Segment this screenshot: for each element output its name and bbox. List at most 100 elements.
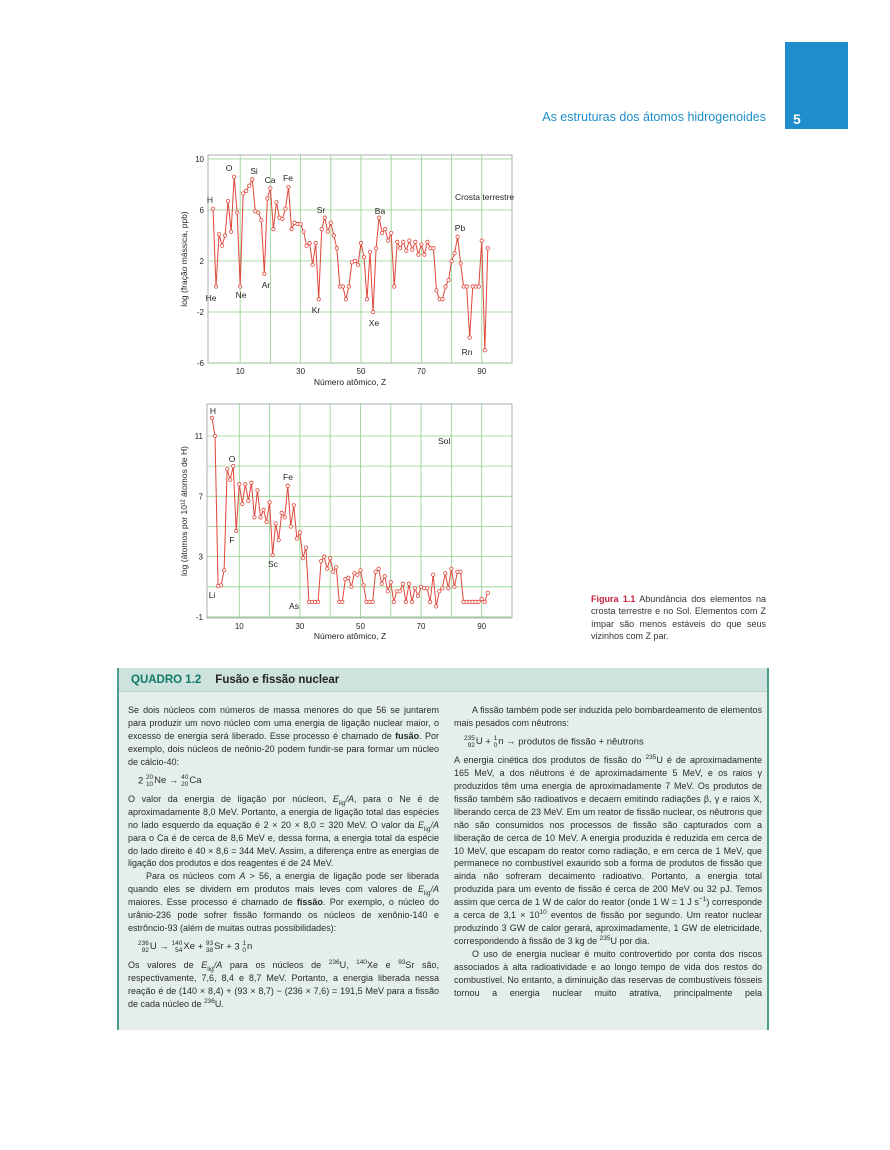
data-point <box>452 251 457 256</box>
data-point <box>482 348 487 353</box>
data-point <box>243 482 248 487</box>
data-point <box>222 568 227 573</box>
atomic-number: 20 <box>181 780 189 788</box>
data-point <box>343 297 348 302</box>
data-point <box>210 206 216 211</box>
element-label: Xe <box>369 318 380 328</box>
data-point <box>352 258 358 264</box>
x-axis-title: Número atômico, Z <box>314 631 386 641</box>
data-point <box>258 515 263 520</box>
page-number: 5 <box>793 111 801 127</box>
data-point <box>431 246 436 251</box>
data-point <box>264 519 269 525</box>
nuclide: 235 92 U <box>464 734 483 749</box>
data-point <box>406 581 412 586</box>
text-run: + <box>482 736 494 748</box>
superscript: 235 <box>645 754 657 762</box>
paragraph: A fissão também pode ser induzida pelo b… <box>454 704 762 730</box>
italic-symbol: /A <box>213 960 223 971</box>
atomic-number: 0 <box>493 741 498 749</box>
mass-number: 236 <box>138 939 149 947</box>
data-point <box>428 599 433 604</box>
element-label: Si <box>250 166 258 176</box>
text-run: maiores. Esse processo é chamado de <box>128 897 297 908</box>
data-point <box>300 556 306 561</box>
data-point <box>216 232 222 237</box>
y-tick-label: -1 <box>196 613 204 622</box>
data-point <box>313 241 318 246</box>
data-point <box>270 553 275 558</box>
data-point <box>376 566 381 571</box>
data-point <box>288 524 293 529</box>
box-right-column: A fissão também pode ser induzida pelo b… <box>454 704 762 999</box>
data-point <box>440 586 445 591</box>
paragraph: Os valores de Elig/A para os núcleos de … <box>128 959 439 1011</box>
superscript: 93 <box>398 959 406 967</box>
data-point <box>416 252 421 257</box>
data-point <box>452 584 457 589</box>
italic-symbol: /A <box>345 793 354 804</box>
text-run: . Por exemplo, dois núcleos de neônio-20… <box>128 730 439 767</box>
atomic-number: 38 <box>205 946 214 954</box>
x-tick-label: 10 <box>236 367 245 376</box>
panel-label: Crosta terrestre <box>455 192 514 202</box>
data-point <box>386 238 391 243</box>
data-point <box>370 309 376 315</box>
data-point <box>315 599 321 604</box>
nuclide: 236 92 U <box>138 939 157 954</box>
element-label: Fe <box>283 472 293 482</box>
sun-abundance-chart: 11 7 3 -1 10 30 50 70 90 Número atômico, Z log (át… <box>179 403 513 641</box>
text-run: para o Ca é de cerca de 8,6 MeV e, dessa… <box>128 832 439 869</box>
data-point <box>392 284 397 289</box>
data-point <box>385 589 390 594</box>
data-point <box>383 227 388 232</box>
data-point <box>485 246 490 251</box>
data-point <box>301 229 306 234</box>
x-axis-title: Número atômico, Z <box>314 377 386 387</box>
atomic-number: 92 <box>141 946 149 954</box>
data-point <box>209 415 215 421</box>
atomic-number: 92 <box>467 741 475 749</box>
italic-symbol: E <box>201 960 208 971</box>
data-point <box>225 198 231 204</box>
data-point <box>282 515 287 520</box>
data-point <box>412 586 418 591</box>
data-point <box>358 568 363 573</box>
atomic-number: 0 <box>242 946 246 954</box>
mass-number: 235 <box>464 734 475 742</box>
paragraph: O valor da energia de ligação por núcleo… <box>128 793 439 870</box>
data-point <box>249 480 254 485</box>
figure-caption: Figura 1.1 Abundância dos elementos na c… <box>591 593 766 643</box>
italic-symbol: E <box>332 793 339 804</box>
data-point <box>479 238 484 243</box>
data-point <box>229 229 234 234</box>
element-symbol: Ne <box>154 775 167 787</box>
mass-number: 40 <box>181 773 189 781</box>
data-point <box>322 215 327 220</box>
data-point <box>449 258 454 264</box>
data-point <box>273 521 278 526</box>
y-tick-label: 3 <box>199 553 204 562</box>
data-point <box>218 583 224 588</box>
atomic-number: 54 <box>175 946 183 954</box>
nuclide: 140 54 Xe <box>172 940 195 954</box>
data-point <box>467 335 472 340</box>
data-point <box>364 297 370 302</box>
data-point <box>422 252 427 257</box>
data-point <box>431 572 436 577</box>
data-point <box>458 569 463 574</box>
nuclide-numbers: 40 20 <box>181 774 188 788</box>
x-tick-label: 50 <box>356 622 365 631</box>
subscript: lig <box>423 825 431 833</box>
data-point <box>334 246 339 251</box>
data-point <box>446 586 451 591</box>
element-label: Ne <box>236 290 247 300</box>
data-point <box>232 174 237 179</box>
data-point <box>247 183 252 188</box>
data-point <box>235 210 240 215</box>
data-point <box>370 599 375 604</box>
data-point <box>250 177 255 182</box>
element-label: F <box>229 535 234 545</box>
